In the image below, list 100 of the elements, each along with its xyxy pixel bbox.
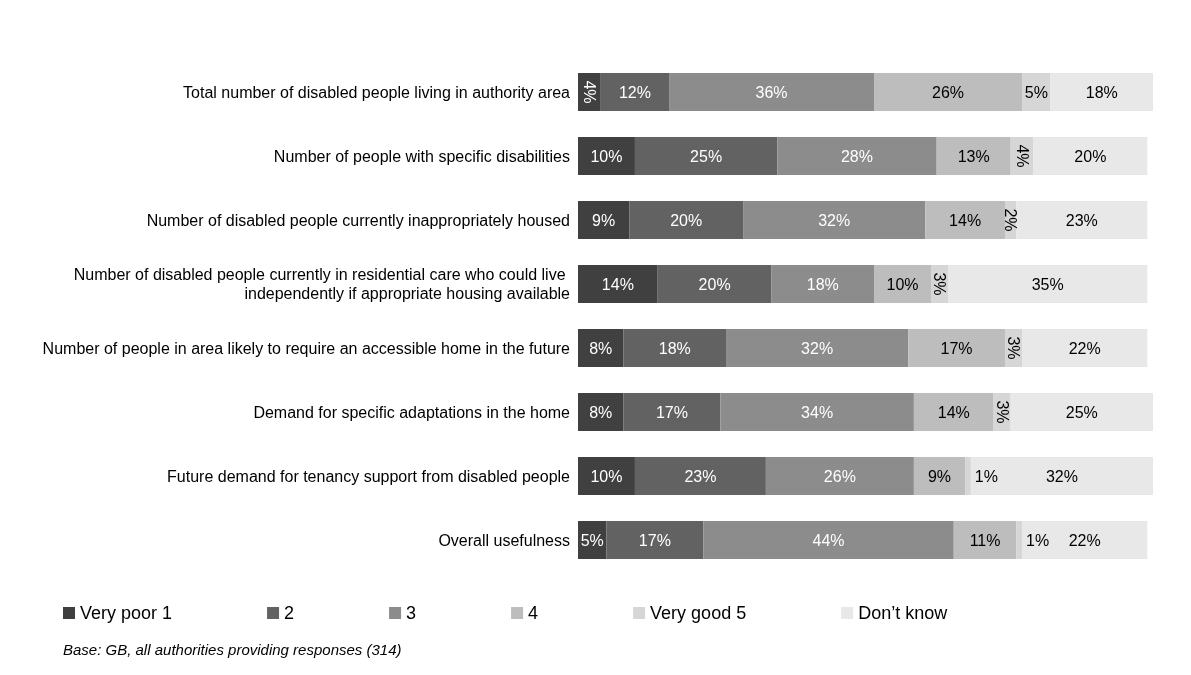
bar (578, 393, 624, 431)
bar (578, 265, 658, 303)
data-label: 14% (949, 211, 982, 229)
data-label: 35% (1031, 275, 1064, 293)
data-label: 2% (1002, 208, 1020, 232)
bar (1016, 521, 1023, 559)
bar (1022, 329, 1148, 367)
data-label: 17% (638, 531, 671, 549)
bar (948, 265, 1148, 303)
y-tick-label: Overall usefulness (438, 531, 570, 549)
bar (703, 521, 954, 559)
data-label: 20% (1074, 147, 1107, 165)
text: Base: GB, all authorities providing responses (314) (63, 641, 402, 658)
bar (657, 265, 772, 303)
bar (908, 329, 1005, 367)
bar (765, 457, 914, 495)
data-label: 4% (1013, 144, 1031, 168)
bar (1022, 521, 1148, 559)
legend-label: Don’t know (858, 603, 949, 623)
data-label: 20% (670, 211, 703, 229)
legend-label: Very poor 1 (80, 603, 173, 623)
bar (720, 393, 914, 431)
bar (771, 265, 875, 303)
bar (606, 521, 704, 559)
legend-label: Very good 5 (650, 603, 747, 623)
bar (578, 329, 624, 367)
bar (578, 457, 635, 495)
data-label: 14% (601, 275, 634, 293)
y-tick-label: Number of disabled people currently inappropriately housed (146, 211, 570, 229)
data-label: 18% (1085, 83, 1118, 101)
data-label: 4% (580, 80, 598, 104)
data-label: 8% (589, 339, 613, 357)
data-label: 3% (993, 400, 1011, 424)
legend-label: 3 (406, 603, 417, 623)
bar (925, 201, 1005, 239)
data-label: 32% (818, 211, 851, 229)
data-label: 11% (969, 531, 1001, 549)
bar (777, 137, 937, 175)
data-label: 12% (618, 83, 651, 101)
y-tick-label: Number of disabled people currently in residential care who could live independently if appropriate housing available (73, 266, 571, 302)
bar (578, 201, 630, 239)
y-tick-label: Number of people in area likely to require an accessible home in the future (42, 339, 571, 357)
data-label: 1% (974, 467, 998, 485)
bar (629, 201, 744, 239)
bar (743, 201, 926, 239)
data-label: 34% (801, 403, 834, 421)
bar (936, 137, 1011, 175)
data-label: 10% (886, 275, 919, 293)
bar (1010, 393, 1153, 431)
bar (623, 393, 721, 431)
bar (669, 73, 875, 111)
y-tick-label: Number of people with specific disabilities (273, 147, 570, 165)
data-label: 8% (589, 403, 613, 421)
data-label: 28% (840, 147, 873, 165)
bar (874, 265, 931, 303)
y-tick-label: Demand for specific adaptations in the home (253, 403, 571, 421)
bar (634, 137, 778, 175)
bar (726, 329, 909, 367)
bar (874, 73, 1023, 111)
bar (1016, 201, 1148, 239)
y-tick-label: Total number of disabled people living in authority area (183, 83, 571, 101)
bar (953, 521, 1017, 559)
data-label: 25% (1065, 403, 1098, 421)
data-label: 26% (823, 467, 856, 485)
data-label: 10% (590, 467, 623, 485)
data-label: 23% (684, 467, 717, 485)
data-label: 25% (690, 147, 723, 165)
data-label: 26% (932, 83, 965, 101)
data-label: 32% (801, 339, 834, 357)
data-label: 3% (1005, 336, 1023, 360)
data-label: 18% (806, 275, 839, 293)
data-label: 44% (812, 531, 845, 549)
bar (970, 457, 1153, 495)
data-label: 22% (1068, 531, 1101, 549)
legend-label: 2 (284, 603, 295, 623)
data-label: 17% (655, 403, 688, 421)
bar (913, 393, 994, 431)
y-tick-label: Future demand for tenancy support from disabled people (167, 467, 571, 485)
data-label: 32% (1045, 467, 1078, 485)
data-label: 5% (1024, 83, 1048, 101)
data-label: 1% (1026, 531, 1050, 549)
data-label: 9% (592, 211, 616, 229)
bar (623, 329, 727, 367)
bar (1050, 73, 1153, 111)
data-label: 20% (698, 275, 731, 293)
bar (600, 73, 670, 111)
data-label: 13% (957, 147, 990, 165)
data-label: 18% (658, 339, 691, 357)
data-label: 23% (1065, 211, 1098, 229)
bar (1033, 137, 1148, 175)
bar (578, 137, 635, 175)
bar (913, 457, 966, 495)
data-label: 9% (927, 467, 952, 485)
legend-label: 4 (528, 603, 539, 623)
data-label: 10% (590, 147, 623, 165)
data-label: 22% (1068, 339, 1101, 357)
data-label: 36% (755, 83, 788, 101)
data-label: 14% (937, 403, 970, 421)
data-label: 3% (931, 272, 949, 296)
bar (965, 457, 971, 495)
